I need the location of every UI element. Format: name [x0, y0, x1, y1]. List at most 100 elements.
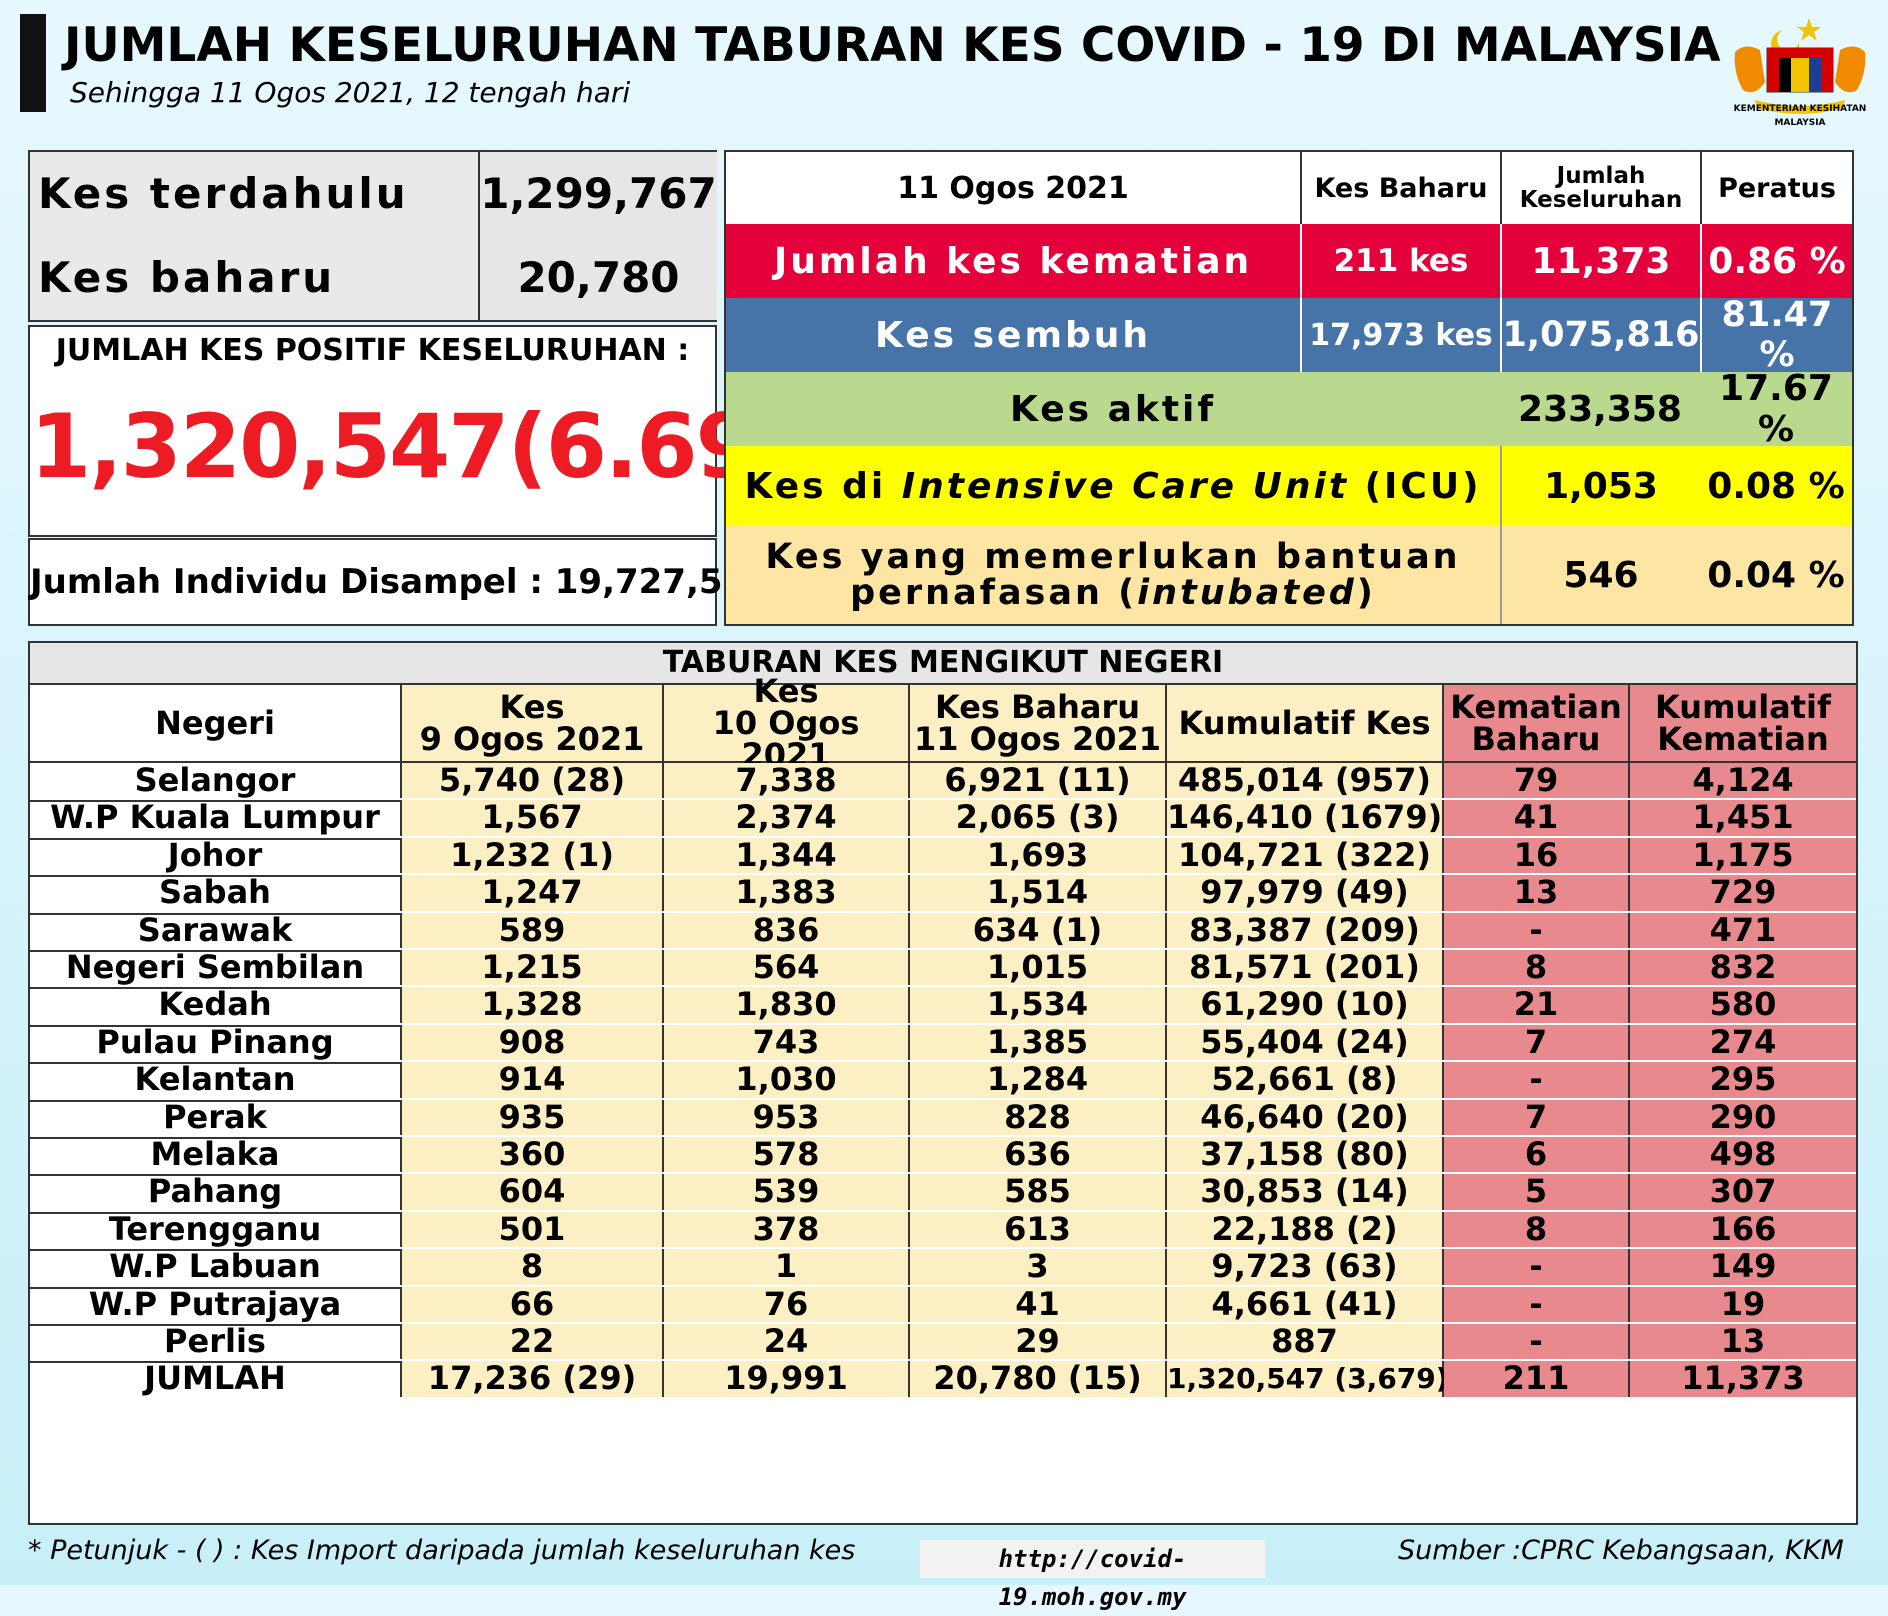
- cell-cumulative-deaths: 1,175: [1630, 837, 1856, 874]
- cell-cases-10-aug: 2,374: [664, 799, 910, 836]
- cell-cases-9-aug: 501: [402, 1211, 664, 1248]
- cell-cases-10-aug: 564: [664, 949, 910, 986]
- cell-new-cases-11-aug: 1,015: [910, 949, 1167, 986]
- cell-cumulative-cases: 9,723 (63): [1167, 1248, 1444, 1285]
- icu-label-c: (ICU): [1349, 465, 1482, 507]
- intubated-label-line2: pernafasan (intubated): [850, 575, 1376, 611]
- recovered-total: 1,075,816: [1500, 298, 1700, 372]
- cell-cases-10-aug: 1,030: [664, 1061, 910, 1098]
- intubated-label-line1: Kes yang memerlukan bantuan: [765, 537, 1461, 577]
- cell-cases-9-aug: 17,236 (29): [402, 1360, 664, 1397]
- ministry-logo: KEMENTERIAN KESIHATAN MALAYSIA: [1725, 12, 1875, 142]
- header-cumulative-cases: Kumulatif Kes: [1167, 685, 1444, 761]
- cell-cumulative-deaths: 1,451: [1630, 799, 1856, 836]
- cell-new-deaths: 6: [1444, 1136, 1630, 1173]
- cell-cases-9-aug: 908: [402, 1024, 664, 1061]
- cell-new-cases-11-aug: 828: [910, 1099, 1167, 1135]
- new-cases-label: Kes baharu: [38, 253, 336, 302]
- intubated-total: 546: [1500, 526, 1700, 624]
- cell-new-cases-11-aug: 3: [910, 1248, 1167, 1285]
- cell-state: Negeri Sembilan: [30, 949, 402, 986]
- source-url-link[interactable]: http://covid-19.moh.gov.my: [920, 1540, 1265, 1611]
- table-row: Kedah 1,328 1,830 1,534 61,290 (10) 21 580: [30, 986, 1856, 1027]
- cell-cumulative-cases: 485,014 (957): [1167, 762, 1444, 799]
- total-row: JUMLAH 17,236 (29) 19,991 20,780 (15) 1,320,…: [30, 1360, 1856, 1398]
- cell-state: Melaka: [30, 1136, 402, 1173]
- cell-cases-9-aug: 22: [402, 1323, 664, 1360]
- cell-cumulative-deaths: 149: [1630, 1248, 1856, 1285]
- status-header-new: Kes Baharu: [1300, 152, 1500, 224]
- cell-new-cases-11-aug: 636: [910, 1136, 1167, 1173]
- cell-new-cases-11-aug: 585: [910, 1173, 1167, 1210]
- cell-new-deaths: -: [1444, 912, 1630, 948]
- header-state: Negeri: [30, 685, 402, 761]
- cell-cumulative-deaths: 166: [1630, 1211, 1856, 1248]
- cell-new-cases-11-aug: 1,693: [910, 837, 1167, 874]
- page-title: JUMLAH KESELURUHAN TABURAN KES COVID - 1…: [64, 18, 1721, 73]
- cell-state: Perlis: [30, 1323, 402, 1360]
- table-row: Sabah 1,247 1,383 1,514 97,979 (49) 13 729: [30, 874, 1856, 915]
- status-header-row: 11 Ogos 2021 Kes Baharu Jumlah Keseluruh…: [726, 152, 1852, 226]
- table-row: W.P Kuala Lumpur 1,567 2,374 2,065 (3) 146,4…: [30, 799, 1856, 840]
- summary-table: Kes terdahulu 1,299,767 Kes baharu 20,78…: [28, 150, 717, 322]
- deaths-new: 211 kes: [1300, 224, 1500, 298]
- cell-state: Sabah: [30, 874, 402, 911]
- cell-new-cases-11-aug: 1,534: [910, 986, 1167, 1023]
- cell-new-deaths: 21: [1444, 986, 1630, 1023]
- recovered-new: 17,973 kes: [1300, 298, 1500, 372]
- table-row: Pahang 604 539 585 30,853 (14) 5 307: [30, 1173, 1856, 1214]
- status-header-total-line2: Keseluruhan: [1519, 187, 1683, 213]
- deaths-pct: 0.86 %: [1700, 224, 1852, 298]
- cell-cases-9-aug: 66: [402, 1286, 664, 1322]
- total-positive-value: 1,320,547(6.69%): [30, 395, 881, 498]
- header-new-cases-11-aug-line: 11 Ogos 2021: [913, 720, 1161, 758]
- cell-cases-10-aug: 1,830: [664, 986, 910, 1023]
- header-cases-10-aug-line: Kes: [753, 672, 819, 710]
- cell-new-deaths: 79: [1444, 762, 1630, 799]
- cell-cases-10-aug: 7,338: [664, 762, 910, 799]
- header-cases-10-aug: Kes 10 Ogos 2021: [664, 675, 910, 771]
- logo-text-1: KEMENTERIAN KESIHATAN: [1733, 104, 1867, 114]
- cell-cases-9-aug: 1,215: [402, 949, 664, 986]
- title-accent-bar: [20, 14, 46, 112]
- coat-of-arms-icon: [1734, 18, 1866, 114]
- cell-state: Sarawak: [30, 912, 402, 948]
- header-new-deaths-line: Kematian: [1450, 688, 1622, 726]
- header-cumulative-deaths-line: Kumulatif: [1655, 688, 1831, 726]
- status-header-pct: Peratus: [1700, 152, 1852, 224]
- cell-cumulative-cases: 1,320,547 (3,679): [1167, 1361, 1449, 1397]
- sampled-text: Jumlah Individu Disampel : 19,727,527: [30, 562, 770, 602]
- cell-cases-9-aug: 1,232 (1): [402, 837, 664, 874]
- deaths-row: Jumlah kes kematian 211 kes 11,373 0.86 …: [726, 224, 1852, 300]
- footer-note: * Petunjuk - ( ) : Kes Import daripada j…: [28, 1535, 856, 1566]
- cell-state: Pulau Pinang: [30, 1024, 402, 1061]
- cell-cumulative-deaths: 471: [1630, 912, 1856, 948]
- cell-cumulative-deaths: 19: [1630, 1286, 1856, 1322]
- icu-label-a: Kes di: [744, 465, 902, 507]
- icu-pct: 0.08 %: [1707, 465, 1845, 507]
- cell-cumulative-cases: 81,571 (201): [1167, 949, 1444, 986]
- intubated-label-2c: ): [1356, 573, 1376, 613]
- cell-cases-9-aug: 360: [402, 1136, 664, 1173]
- table-row: Kelantan 914 1,030 1,284 52,661 (8) -295: [30, 1061, 1856, 1102]
- state-table-header: Negeri Kes 9 Ogos 2021 Kes 10 Ogos 2021 Kes B…: [30, 675, 1856, 771]
- cell-cumulative-deaths: 4,124: [1630, 762, 1856, 799]
- cell-cases-10-aug: 836: [664, 912, 910, 948]
- total-positive-number: 1,320,547: [30, 395, 509, 498]
- new-cases-row: Kes baharu 20,780: [30, 236, 717, 320]
- cell-cases-10-aug: 1: [664, 1248, 910, 1285]
- status-header-total: Jumlah Keseluruhan: [1500, 152, 1700, 224]
- cell-cumulative-deaths: 832: [1630, 949, 1856, 986]
- cell-state: Selangor: [30, 762, 402, 799]
- cell-cases-10-aug: 19,991: [664, 1360, 910, 1397]
- cell-new-cases-11-aug: 1,284: [910, 1061, 1167, 1098]
- footer-source: Sumber :CPRC Kebangsaan, KKM: [1398, 1535, 1844, 1566]
- cell-cases-9-aug: 914: [402, 1061, 664, 1098]
- intubated-pct: 0.04 %: [1707, 554, 1845, 596]
- icu-label: Kes di Intensive Care Unit (ICU): [726, 446, 1500, 526]
- cell-new-deaths: 13: [1444, 874, 1630, 911]
- cell-cumulative-deaths: 295: [1630, 1061, 1856, 1098]
- table-row: Perak 935 953 828 46,640 (20) 7 290: [30, 1099, 1856, 1139]
- cell-new-deaths: 8: [1444, 949, 1630, 986]
- header-new-cases-11-aug: Kes Baharu 11 Ogos 2021: [910, 685, 1167, 761]
